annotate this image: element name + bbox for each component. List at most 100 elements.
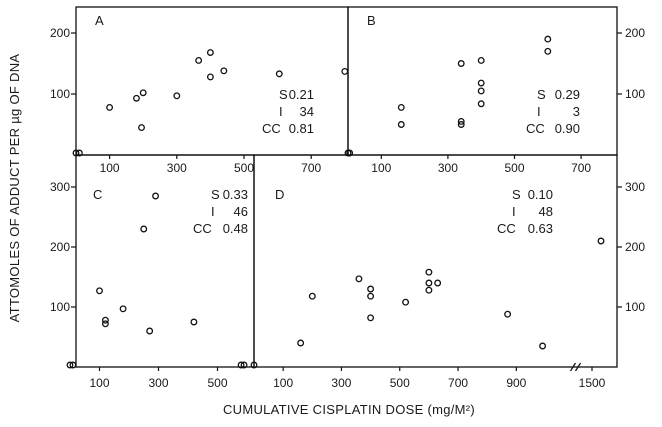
panel-C-letter: C: [93, 187, 102, 202]
panel-D-stats: S 0.10 I 48 CC 0.63: [497, 187, 553, 236]
panel-C-y-tick-label: 100: [50, 300, 70, 314]
panel-C-slope: 0.33: [223, 187, 248, 202]
panel-A-letter: A: [95, 13, 104, 28]
panel-A-data-point: [139, 89, 147, 97]
panel-A-data-point: [206, 49, 214, 56]
panel-D-x-tick-label: 500: [390, 376, 410, 390]
panel-B-x-tick-label: 300: [438, 161, 458, 175]
panel-B-data-point: [477, 100, 485, 108]
chart-marks: 100 300 500 700 100 200 100 300 500 700 100 200 100 3…: [50, 26, 645, 390]
panel-D-data-point: [367, 314, 375, 322]
panel-C-x-tick-label: 300: [148, 376, 168, 390]
panel-C-x-tick-label: 500: [207, 376, 227, 390]
panel-A-data-point: [106, 103, 114, 111]
panel-D-axis-break: [574, 362, 582, 372]
panel-C-data-point: [237, 361, 245, 369]
panel-B-data-point: [457, 121, 465, 128]
panel-C-cc: 0.48: [223, 221, 248, 236]
y-axis-title: ATTOMOLES OF ADDUCT PER µg OF DNA: [7, 54, 22, 323]
panel-C-data-point: [101, 316, 109, 324]
panel-B-data-point: [477, 57, 485, 64]
panel-B-x-tick-label: 100: [371, 161, 391, 175]
panel-D-data-point: [425, 268, 433, 276]
panel-D-axis-break: [569, 362, 577, 372]
panel-D-x-tick-label: 1500: [579, 376, 606, 390]
panel-D-data-point: [250, 361, 258, 369]
panel-C-y-tick-label: 300: [50, 180, 70, 194]
panel-C-x-tick-label: 100: [89, 376, 109, 390]
panel-A-intercept: 34: [300, 104, 314, 119]
panel-C-y-tick-label: 200: [50, 240, 70, 254]
panel-D-data-point: [308, 292, 316, 300]
panel-B-data-point: [457, 117, 465, 125]
panel-D-x-tick-label: 300: [331, 376, 351, 390]
panel-A-y-tick-label: 100: [50, 87, 70, 101]
panel-D-data-point: [367, 285, 375, 293]
panel-D-y-tick-label: 300: [625, 180, 645, 194]
panel-C-intercept: 46: [234, 204, 248, 219]
svg-text:I: I: [512, 204, 516, 219]
panel-D-intercept: 48: [539, 204, 553, 219]
panel-D-data-point: [539, 342, 547, 350]
panel-C-data-point: [101, 320, 109, 328]
panel-C-data-point: [66, 361, 74, 369]
panel-B-data-point: [544, 35, 552, 43]
x-axis-title: CUMULATIVE CISPLATIN DOSE (mg/M²): [223, 402, 475, 417]
panel-C-data-point: [140, 225, 148, 233]
panel-C-data-point: [96, 287, 103, 295]
panel-A-y-tick-label: 200: [50, 26, 70, 40]
panel-D-frame: [253, 154, 618, 368]
panel-B-x-tick-label: 700: [571, 161, 591, 175]
panel-D-cc: 0.63: [528, 221, 553, 236]
panel-D-letter: D: [275, 187, 284, 202]
svg-text:S: S: [279, 87, 288, 102]
panel-A-cc: 0.81: [289, 121, 314, 136]
panel-A-data-point: [195, 57, 203, 64]
svg-text:S: S: [211, 187, 220, 202]
svg-text:CC: CC: [193, 221, 212, 236]
panel-C-data-point: [119, 305, 127, 313]
panel-B-data-point: [346, 149, 354, 157]
panel-B-stats: S 0.29 I 3 CC 0.90: [526, 87, 580, 136]
panel-A-data-point: [173, 92, 181, 100]
panel-B-letter: B: [367, 13, 376, 28]
panel-B-data-point: [477, 87, 485, 95]
panel-A-x-tick-label: 700: [301, 161, 321, 175]
panel-C-stats: S 0.33 I 46 CC 0.48: [193, 187, 248, 236]
panel-D-slope: 0.10: [528, 187, 553, 202]
panel-B-data-point: [457, 60, 465, 67]
panel-B-y-tick-label: 200: [625, 26, 645, 40]
panel-D-y-tick-label: 200: [625, 240, 645, 254]
panel-A-data-point: [275, 70, 283, 78]
panel-B-data-point: [544, 47, 552, 55]
svg-text:S: S: [537, 87, 546, 102]
panel-A-stats: S 0.21 I 34 CC 0.81: [262, 87, 314, 136]
panel-A-data-point: [72, 149, 80, 157]
panel-D-data-point: [504, 310, 512, 318]
panel-A-x-tick-label: 500: [234, 161, 254, 175]
svg-text:I: I: [279, 104, 283, 119]
svg-text:S: S: [512, 187, 521, 202]
panel-C-data-point: [146, 327, 154, 335]
svg-text:I: I: [211, 204, 215, 219]
panel-C-data-point: [240, 361, 248, 369]
panel-A-data-point: [133, 94, 140, 102]
panel-A-data-point: [341, 67, 349, 75]
panel-B-data-point: [397, 121, 405, 128]
panel-A-x-tick-label: 100: [100, 161, 120, 175]
svg-text:CC: CC: [526, 121, 545, 136]
panel-B-slope: 0.29: [555, 87, 580, 102]
panel-B-y-tick-label: 100: [625, 87, 645, 101]
panel-D-data-point: [367, 292, 375, 300]
svg-text:CC: CC: [262, 121, 281, 136]
panel-D-y-tick-label: 100: [625, 300, 645, 314]
panel-B-data-point: [477, 79, 485, 87]
panel-C-data-point: [190, 318, 198, 326]
panel-D-data-point: [425, 286, 433, 294]
panel-D-data-point: [597, 237, 605, 245]
panel-A-x-tick-label: 300: [167, 161, 187, 175]
panel-D-data-point: [297, 339, 305, 347]
panel-A-data-point: [75, 149, 83, 157]
panel-C-data-point: [152, 192, 159, 200]
